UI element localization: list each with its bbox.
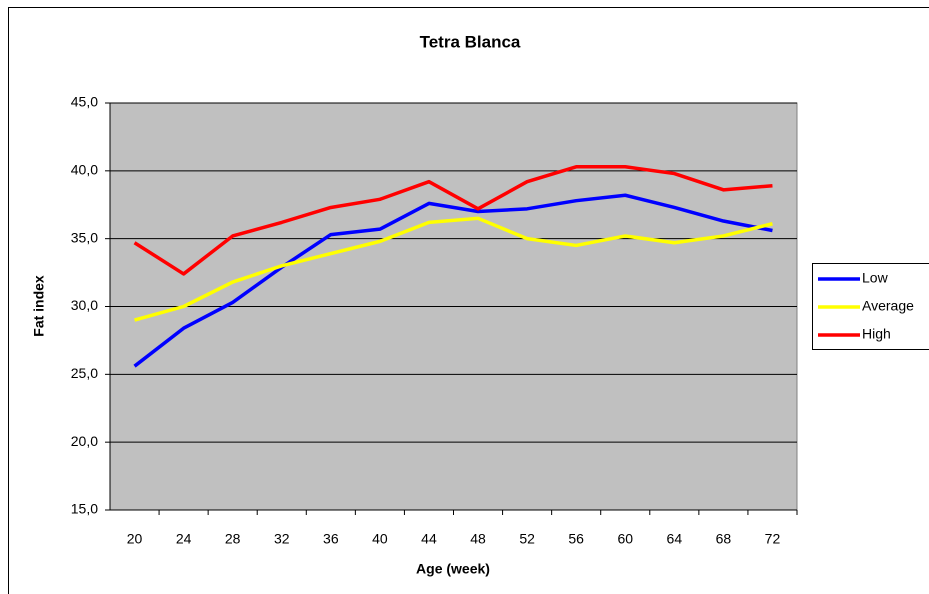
y-axis-title: Fat index xyxy=(31,275,47,337)
data-line xyxy=(134,216,773,322)
x-tick-label: 48 xyxy=(470,531,486,547)
data-line xyxy=(133,165,773,276)
data-line xyxy=(133,193,773,368)
x-tick-label: 68 xyxy=(716,531,732,547)
y-tick-label: 35,0 xyxy=(71,229,98,245)
chart-title: Tetra Blanca xyxy=(420,32,521,51)
y-tick-label: 45,0 xyxy=(71,94,98,110)
y-tick-label: 15,0 xyxy=(71,501,98,517)
x-tick-label: 52 xyxy=(519,531,535,547)
y-tick-label: 40,0 xyxy=(71,162,98,178)
legend-label: High xyxy=(862,326,891,342)
x-tick-label: 20 xyxy=(127,531,143,547)
y-tick-label: 30,0 xyxy=(71,297,98,313)
y-tick-label: 20,0 xyxy=(71,433,98,449)
x-tick-label: 24 xyxy=(176,531,192,547)
x-tick-label: 56 xyxy=(568,531,584,547)
legend-label: Average xyxy=(862,298,914,314)
x-tick-label: 64 xyxy=(667,531,683,547)
x-tick-label: 32 xyxy=(274,531,290,547)
legend-label: Low xyxy=(862,270,889,286)
x-tick-label: 40 xyxy=(372,531,388,547)
x-axis-title: Age (week) xyxy=(416,561,490,577)
x-tick-label: 28 xyxy=(225,531,241,547)
x-tick-label: 44 xyxy=(421,531,437,547)
y-tick-label: 25,0 xyxy=(71,365,98,381)
x-tick-label: 60 xyxy=(617,531,633,547)
x-tick-label: 36 xyxy=(323,531,339,547)
x-tick-label: 72 xyxy=(765,531,781,547)
